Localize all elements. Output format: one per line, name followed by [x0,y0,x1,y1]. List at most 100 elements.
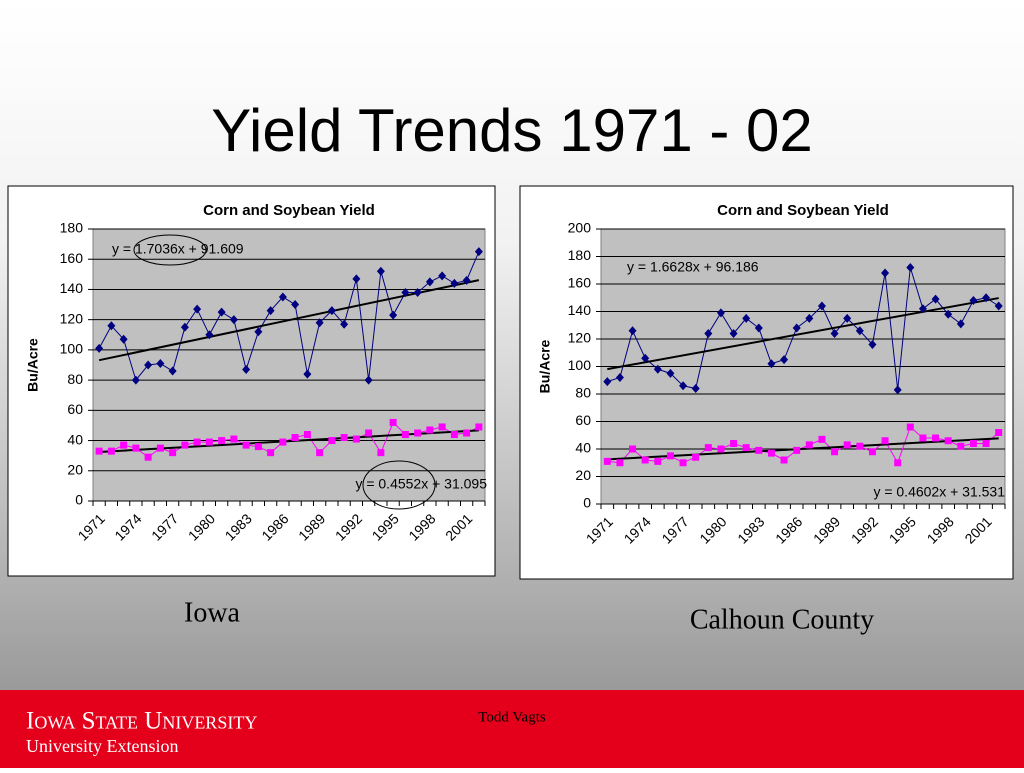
point [95,447,103,455]
y-tick-label: 160 [568,275,592,291]
point [653,364,662,374]
point [217,307,226,317]
point [616,459,624,467]
y-tick-label: 160 [60,250,84,266]
point [792,323,801,333]
point [376,266,385,276]
point [389,418,397,426]
point [944,437,952,445]
point [780,355,789,365]
point [426,426,434,434]
point [641,456,649,464]
point [463,429,471,437]
y-tick-label: 60 [575,412,591,428]
point [603,377,612,387]
y-tick-label: 60 [67,401,83,417]
author: Todd Vagts [478,709,546,725]
point [692,453,700,461]
trend-equation: y = 0.4552x + 31.095 [355,476,487,492]
point [805,313,814,323]
point [717,445,725,453]
y-tick-label: 100 [60,341,84,357]
point [193,438,201,446]
point [279,438,287,446]
point [132,444,140,452]
point [450,278,459,288]
point [654,457,662,465]
point [716,308,725,318]
point [729,329,738,338]
point [969,440,977,447]
point [156,358,165,368]
point [315,318,324,328]
point [894,459,902,467]
point [767,359,776,369]
point [881,437,889,445]
point [340,319,349,329]
point [995,429,1003,436]
point [919,434,927,442]
point [830,329,839,338]
y-axis-label: Bu/Acre [25,338,41,392]
point [168,366,177,376]
point [119,334,128,344]
point [377,449,385,457]
point [755,446,763,454]
point [328,437,336,445]
point [401,287,410,297]
point [615,373,624,382]
y-tick-label: 200 [568,220,592,236]
point [603,457,611,465]
point [742,444,750,452]
y-tick-label: 180 [60,220,84,236]
point [742,313,751,323]
y-tick-label: 80 [67,371,83,387]
footer-band [0,690,1024,768]
point [817,301,826,311]
y-tick-label: 140 [60,280,84,296]
y-tick-label: 140 [568,302,592,318]
point [450,431,458,439]
point [994,301,1003,311]
point [666,368,675,378]
point [855,326,864,336]
point [704,329,713,338]
point [793,446,801,454]
point [818,435,826,443]
point [303,369,312,379]
y-tick-label: 0 [583,495,591,511]
trendline [607,297,999,371]
extension: University Extension [26,736,178,756]
university: Iowa State University [26,708,257,735]
y-tick-label: 40 [575,440,591,456]
point [982,293,991,303]
point [193,304,202,314]
point [95,343,104,353]
point [254,327,263,337]
y-tick-label: 120 [568,330,592,346]
point [413,287,422,297]
point [704,444,712,452]
point [414,429,422,437]
point [628,326,637,336]
point [868,340,877,349]
point [944,309,953,319]
point [229,315,238,325]
point [881,268,890,278]
highlight-ellipse [362,460,436,510]
point [868,448,876,456]
y-tick-label: 80 [575,385,591,401]
point [474,247,483,257]
trend-equation: y = 1.6628x + 96.186 [627,259,759,275]
chart-title: Corn and Soybean Yield [203,202,375,219]
point [401,431,409,439]
point [641,353,650,363]
point [856,442,864,450]
point [843,441,851,449]
point [340,434,348,442]
y-tick-label: 100 [568,357,592,373]
point [278,292,287,302]
point [291,300,300,310]
point [969,296,978,305]
